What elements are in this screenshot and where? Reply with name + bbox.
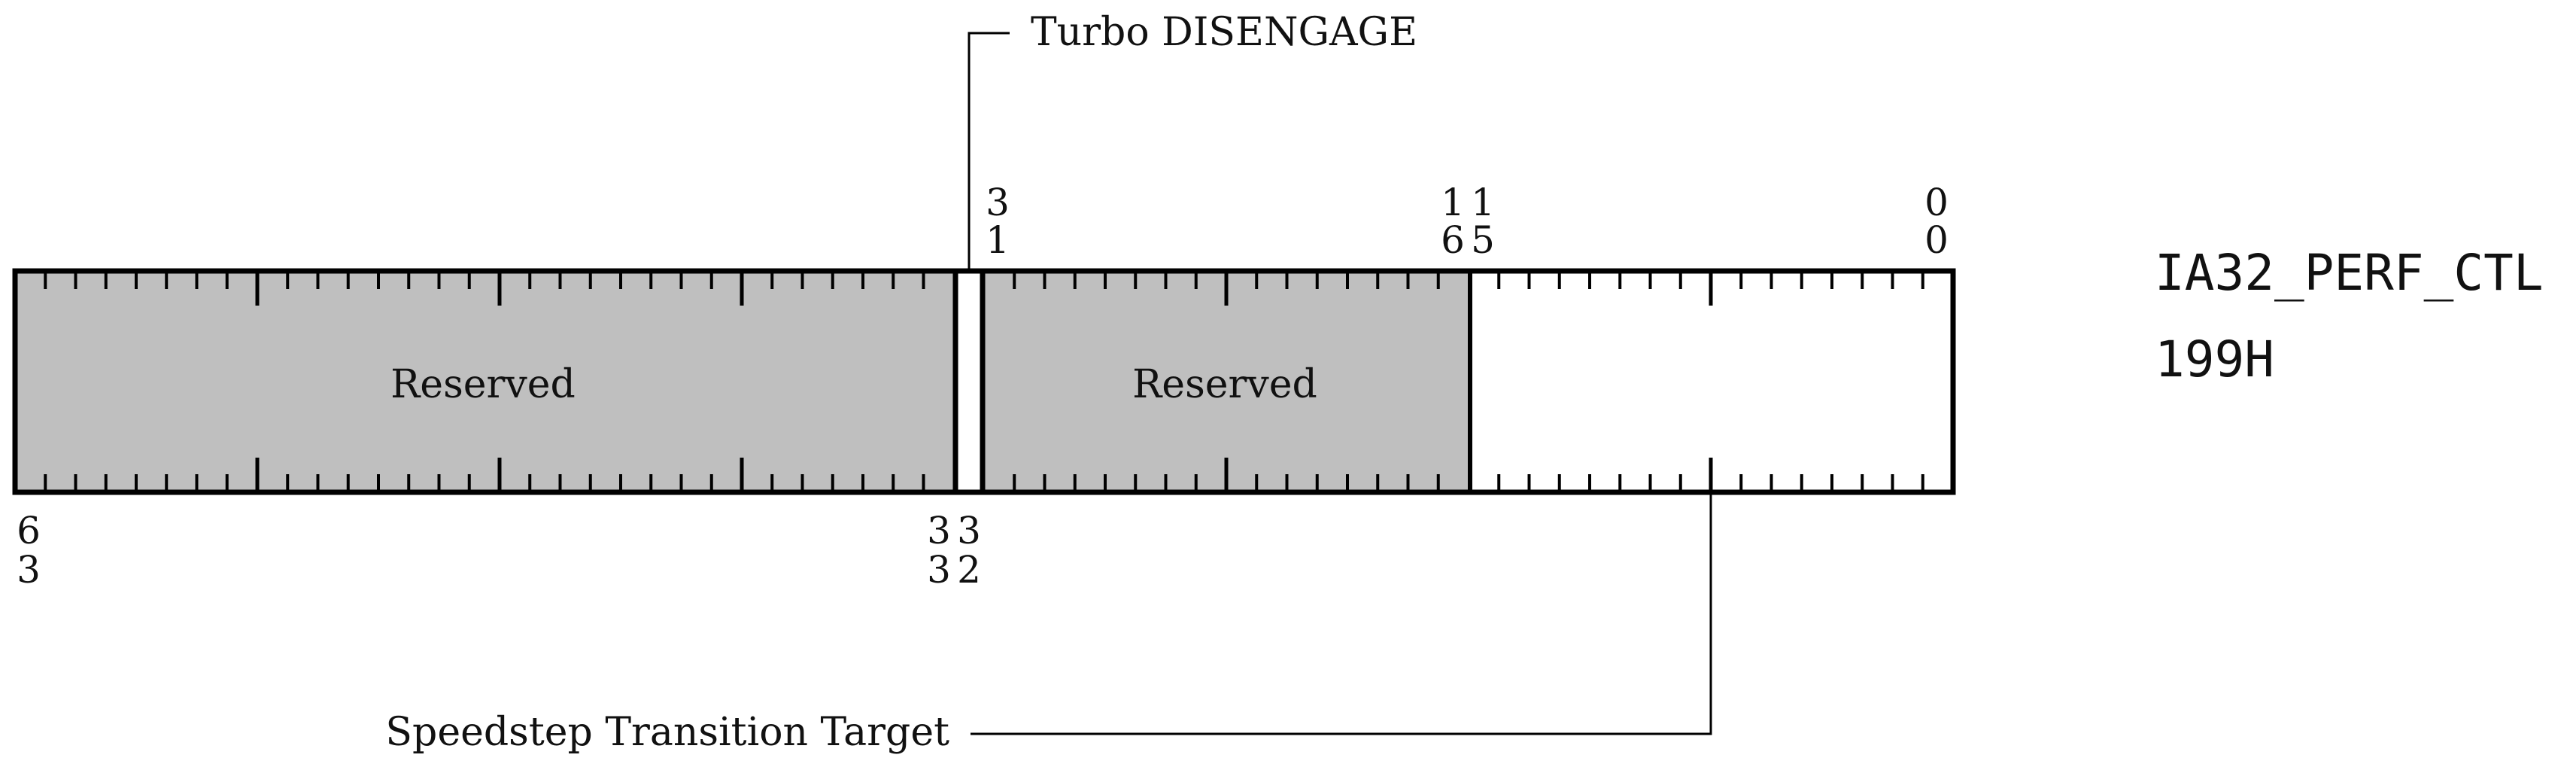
bit-label-63-bottom: 3 xyxy=(17,548,41,592)
turbo-bit-field xyxy=(955,271,983,492)
speedstep-field xyxy=(1470,271,1953,492)
bit-label-15-top: 1 xyxy=(1471,181,1495,224)
reserved-high-field xyxy=(15,271,955,492)
tick-marks xyxy=(44,271,1924,492)
reserved-mid-label: Reserved xyxy=(1132,362,1317,407)
speedstep-leader-line xyxy=(971,459,1712,735)
bit-label-31-top: 3 xyxy=(986,181,1010,224)
bit-label-31-bottom: 1 xyxy=(986,218,1010,262)
speedstep-label: Speedstep Transition Target xyxy=(385,710,949,755)
bit-label-16-top: 1 xyxy=(1441,181,1465,224)
turbo-leader-line xyxy=(968,32,1010,271)
turbo-disengage-label: Turbo DISENGAGE xyxy=(1031,10,1417,55)
register-address: 199H xyxy=(2155,330,2274,388)
bit-label-0-top: 0 xyxy=(1924,181,1949,224)
reserved-high-label: Reserved xyxy=(390,362,576,407)
bit-label-32-top: 3 xyxy=(957,509,981,552)
reserved-mid-field xyxy=(983,271,1470,492)
bit-label-15-bottom: 5 xyxy=(1471,218,1495,262)
bit-label-33-top: 3 xyxy=(927,509,951,552)
bit-label-32-bottom: 2 xyxy=(957,548,981,592)
bit-label-16-bottom: 6 xyxy=(1441,218,1465,262)
register-name: IA32_PERF_CTL xyxy=(2155,244,2544,302)
register-frame xyxy=(12,268,1956,495)
bit-label-63-top: 6 xyxy=(17,509,41,552)
bit-label-0-bottom: 0 xyxy=(1924,218,1949,262)
bit-label-33-bottom: 3 xyxy=(927,548,951,592)
